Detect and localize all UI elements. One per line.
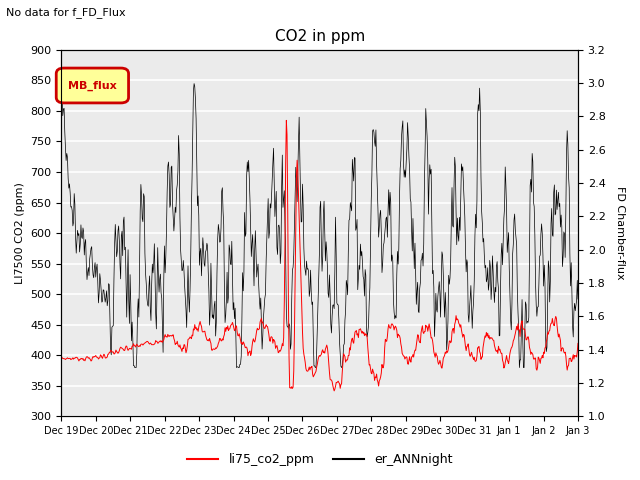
- Title: CO2 in ppm: CO2 in ppm: [275, 29, 365, 44]
- Y-axis label: LI7500 CO2 (ppm): LI7500 CO2 (ppm): [15, 182, 25, 284]
- Y-axis label: FD Chamber-flux: FD Chamber-flux: [615, 186, 625, 280]
- FancyBboxPatch shape: [56, 68, 129, 103]
- Legend: li75_co2_ppm, er_ANNnight: li75_co2_ppm, er_ANNnight: [182, 448, 458, 471]
- Text: MB_flux: MB_flux: [68, 81, 116, 91]
- Text: No data for f_FD_Flux: No data for f_FD_Flux: [6, 7, 126, 18]
